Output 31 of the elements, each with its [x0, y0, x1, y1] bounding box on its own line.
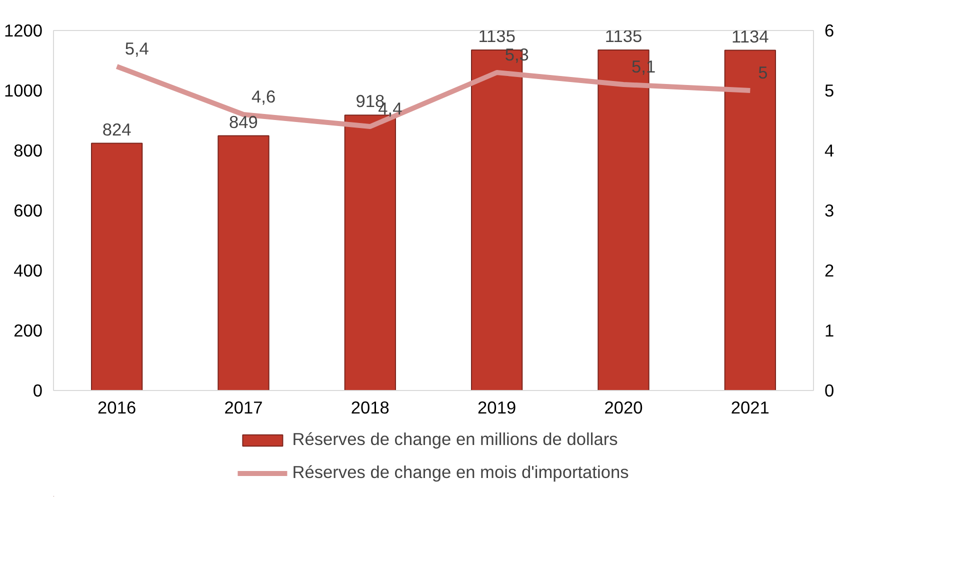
data-label: 1134 — [732, 26, 770, 46]
y-tick-label: 1000 — [4, 80, 43, 100]
y2-tick-label: 2 — [824, 260, 834, 280]
data-label: 5 — [758, 62, 768, 82]
x-tick-label: 2019 — [478, 398, 516, 418]
x-tick-label: 2020 — [604, 398, 643, 418]
y-tick-label: 200 — [14, 320, 43, 340]
data-label: 849 — [229, 112, 258, 132]
y-tick-label: 0 — [32, 380, 43, 400]
y-tick-label: 600 — [14, 200, 43, 220]
x-tick-label: 2018 — [350, 398, 390, 418]
y2-tick-label: 5 — [824, 80, 834, 100]
bar — [218, 135, 270, 390]
x-tick-label: 2017 — [224, 398, 263, 418]
legend-label: Réserves de change en mois d'importations — [292, 462, 629, 483]
x-tick-label: 2021 — [730, 398, 770, 418]
y2-tick-label: 1 — [824, 320, 834, 340]
bar — [91, 142, 143, 390]
legend-label: Réserves de change en millions de dollars — [292, 429, 618, 450]
y2-tick-label: 3 — [824, 200, 834, 220]
y2-tick-label: 0 — [824, 380, 834, 400]
data-label: 824 — [102, 119, 132, 140]
bar — [724, 50, 776, 390]
x-tick-label: 2016 — [98, 398, 136, 418]
y-tick-label: 800 — [14, 140, 43, 160]
data-label: 4,6 — [252, 86, 276, 106]
data-label: 5,4 — [124, 38, 150, 58]
y2-tick-label: 4 — [824, 140, 834, 160]
y2-tick-label: 6 — [824, 20, 834, 40]
y-tick-label: 1200 — [4, 20, 43, 40]
y-tick-label: 400 — [14, 260, 43, 280]
